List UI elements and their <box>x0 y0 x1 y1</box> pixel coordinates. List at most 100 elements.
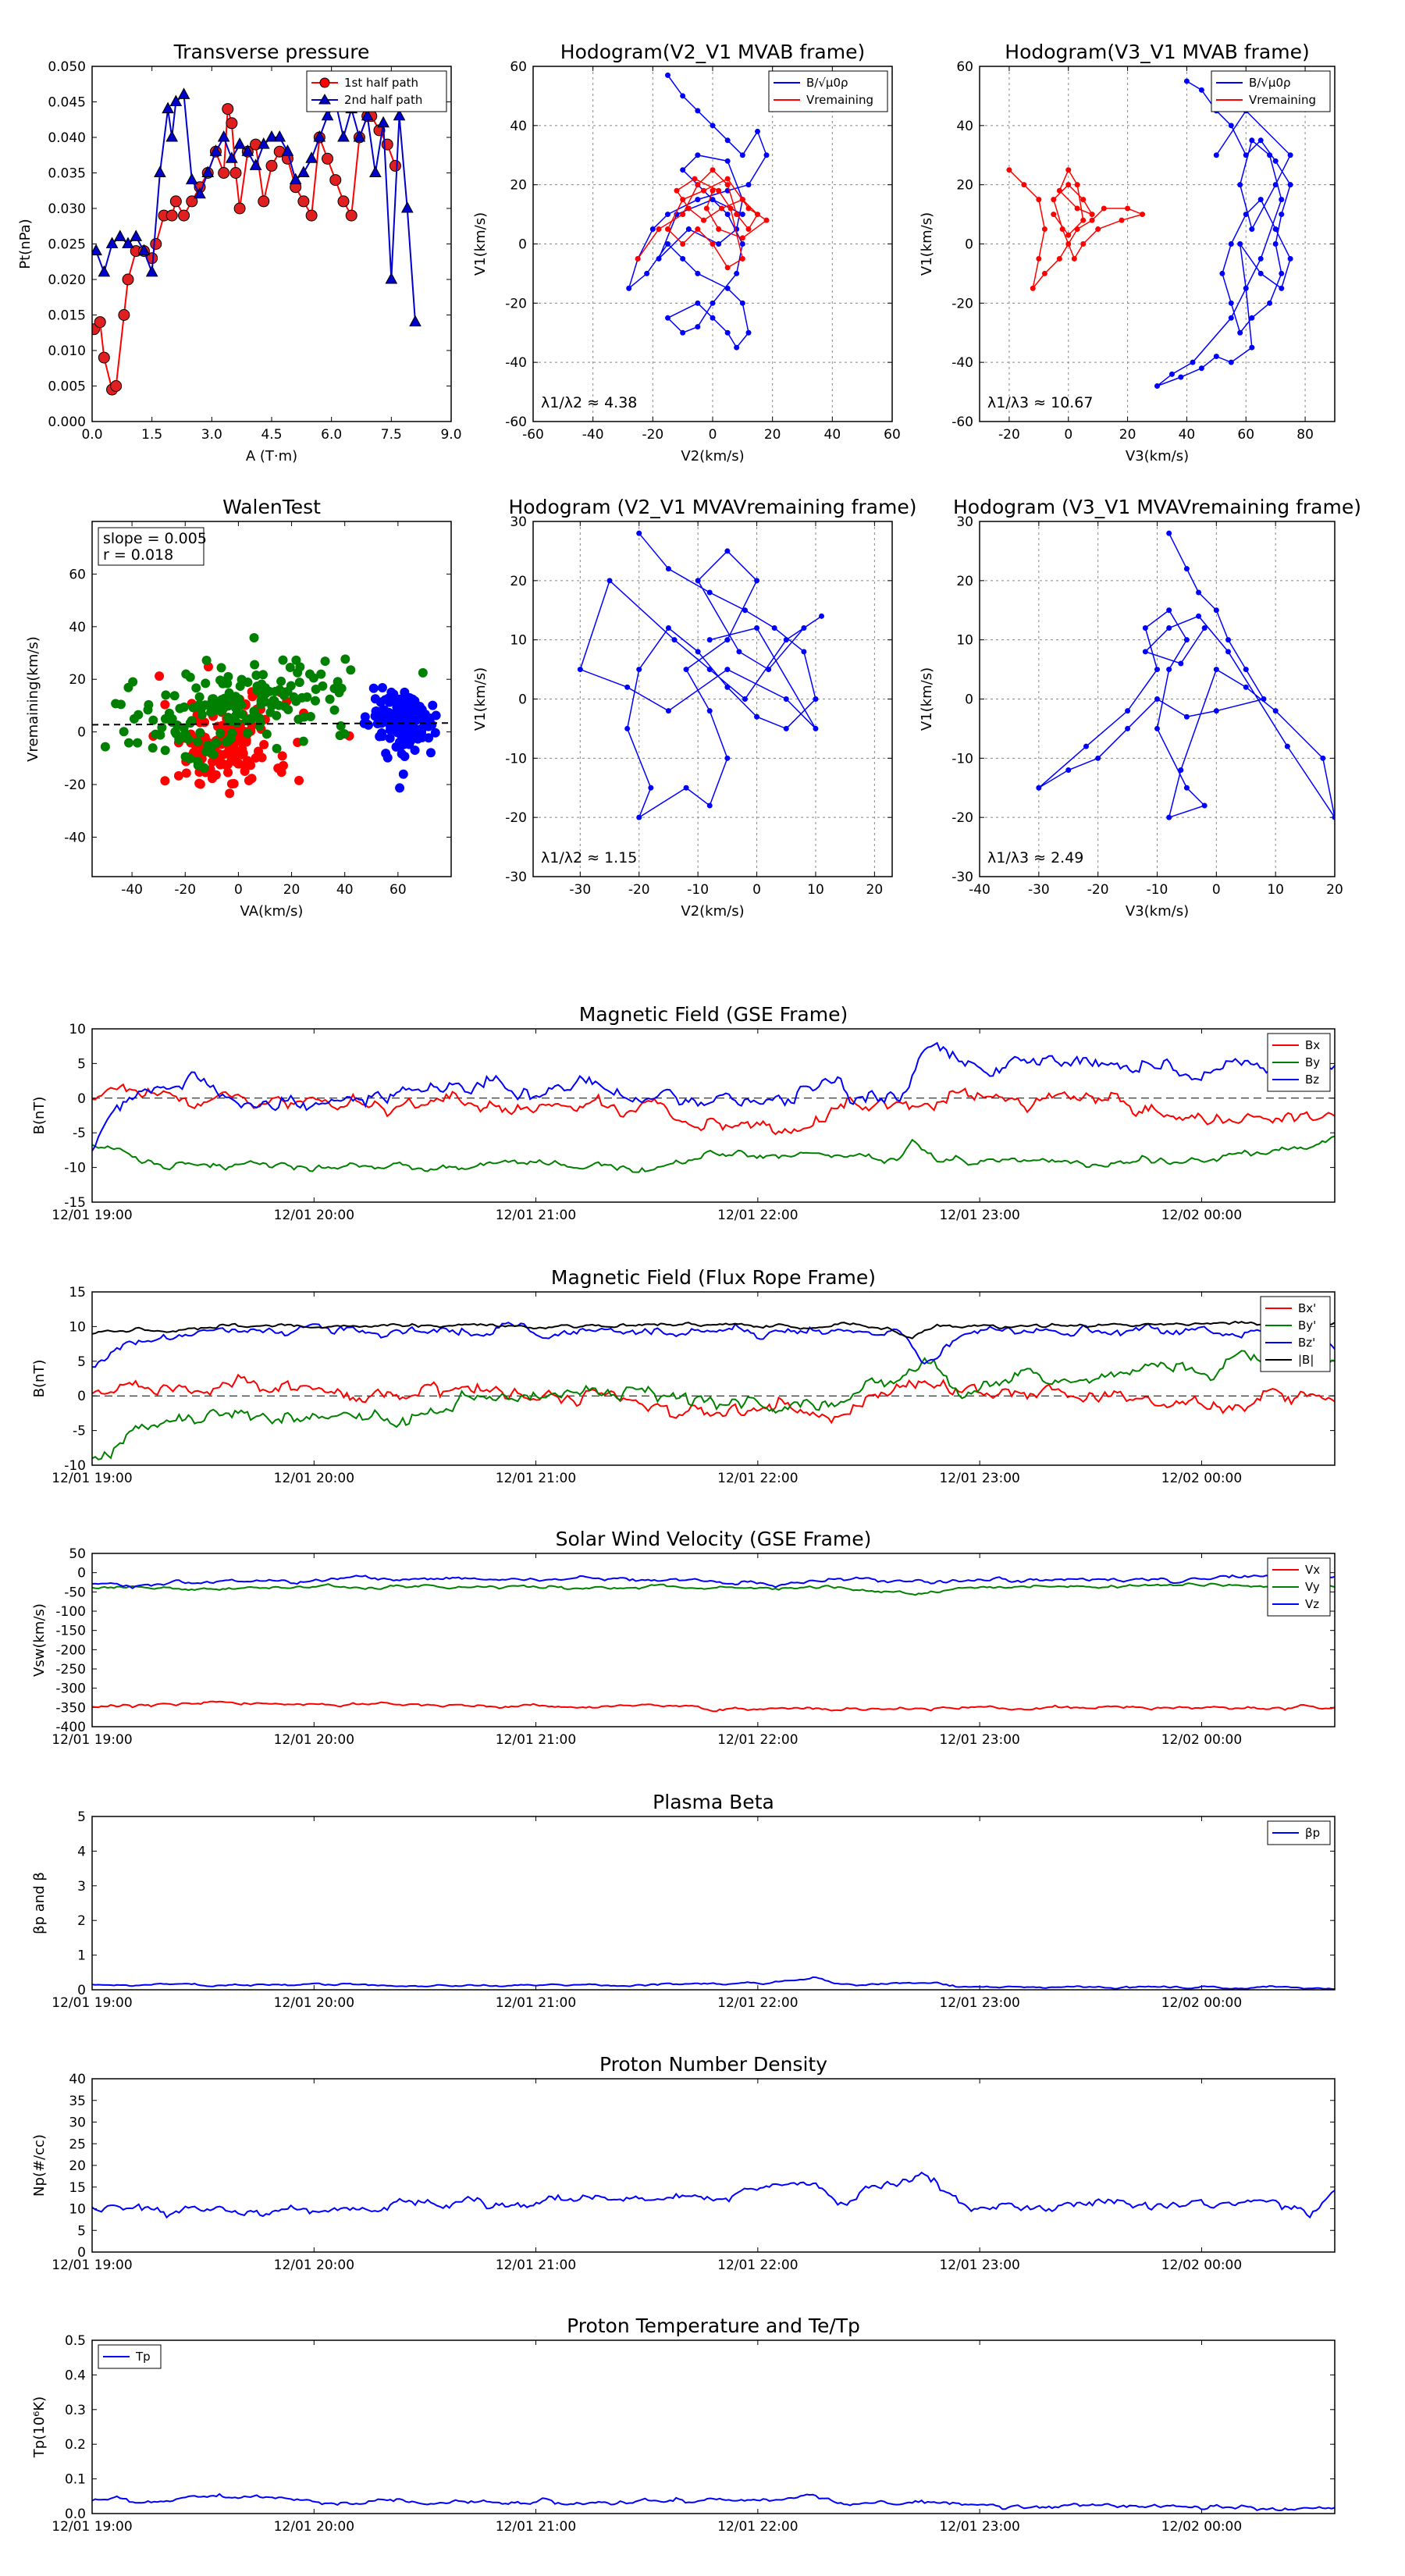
data-point <box>377 116 389 128</box>
chart-walen: WalenTest -40 -20 0 20 40 60 -40 -20 0 20 40 60 VA(km… <box>25 496 452 920</box>
data-point <box>1257 255 1264 262</box>
y-tick-label: 15 <box>69 2180 86 2196</box>
data-point <box>295 662 305 672</box>
data-point <box>1287 182 1293 188</box>
x-tick-label: 12/01 22:00 <box>717 1208 798 1223</box>
data-point <box>813 725 819 731</box>
x-tick-label: 60 <box>884 427 901 443</box>
y-tick-label: 20 <box>510 574 527 589</box>
legend-marker <box>318 94 331 105</box>
data-point <box>388 709 398 719</box>
x-tick-label: 12/01 19:00 <box>52 1995 132 2011</box>
data-point <box>766 667 772 673</box>
x-tick-label: -10 <box>1147 882 1168 898</box>
y-tick-label: 2 <box>77 1913 86 1929</box>
x-tick-label: 12/01 20:00 <box>274 2258 354 2273</box>
data-point <box>1243 684 1249 690</box>
data-point <box>763 217 770 223</box>
data-point <box>174 735 184 745</box>
y-tick-label: -20 <box>505 296 527 311</box>
data-point <box>703 205 710 212</box>
y-tick-label: 0 <box>77 1389 86 1404</box>
legend-label: Vx <box>1305 1563 1320 1577</box>
data-point <box>277 751 287 761</box>
data-point <box>695 578 701 584</box>
y-tick-label: 5 <box>77 1056 86 1072</box>
data-point <box>1154 696 1160 702</box>
data-point <box>1267 152 1273 158</box>
data-point <box>724 137 731 144</box>
x-tick-label: 12/01 23:00 <box>939 1732 1019 1748</box>
x-tick-label: 12/01 23:00 <box>939 1471 1019 1486</box>
data-point <box>385 733 395 743</box>
chart-ts1: Magnetic Field (GSE Frame) -15 -10 -5 0 5 10 12… <box>31 1003 1336 1223</box>
y-tick-label: 0.045 <box>48 95 86 111</box>
data-point <box>813 696 819 702</box>
data-point <box>1095 226 1101 233</box>
data-point <box>716 241 722 247</box>
data-point <box>233 202 246 215</box>
x-tick-label: 12/02 00:00 <box>1161 2519 1242 2535</box>
data-point <box>162 101 174 114</box>
axes-frame <box>979 66 1336 422</box>
data-point <box>626 285 632 291</box>
y-axis-label: Vremaining(km/s) <box>25 636 41 762</box>
x-tick-label: 40 <box>336 882 354 898</box>
data-point <box>223 671 233 681</box>
data-point <box>258 195 270 208</box>
data-point <box>745 226 752 233</box>
y-tick-label: 0.015 <box>48 308 86 324</box>
x-tick-label: -20 <box>1087 882 1109 898</box>
series-line <box>92 1322 1335 1368</box>
y-tick-label: 20 <box>956 178 973 194</box>
data-point <box>361 109 374 121</box>
stats-line: r = 0.018 <box>103 546 173 564</box>
data-point <box>656 226 662 233</box>
data-point <box>577 667 583 673</box>
data-point <box>137 244 151 256</box>
x-tick-label: 12/01 19:00 <box>52 2258 132 2273</box>
data-point <box>1183 713 1190 720</box>
data-point <box>706 708 713 714</box>
data-point <box>801 649 807 655</box>
data-point <box>1140 212 1146 218</box>
data-point <box>1249 226 1255 233</box>
data-point <box>359 718 369 728</box>
data-point <box>249 706 259 717</box>
x-tick-label: -30 <box>1028 882 1050 898</box>
series-line <box>92 1976 1335 1990</box>
data-point <box>1183 637 1190 643</box>
data-point <box>1196 613 1202 619</box>
data-point <box>195 779 205 789</box>
data-point <box>241 144 254 156</box>
data-point <box>227 728 237 738</box>
data-point <box>783 637 789 643</box>
x-tick-label: 60 <box>389 882 407 898</box>
data-point <box>683 667 689 673</box>
x-tick-label: 20 <box>866 882 884 898</box>
legend-label: βp <box>1305 1826 1320 1840</box>
data-point <box>636 530 642 536</box>
x-tick-label: 12/01 19:00 <box>52 1732 132 1748</box>
chart-title: Solar Wind Velocity (GSE Frame) <box>556 1528 872 1550</box>
data-point <box>1083 743 1089 749</box>
data-point <box>1201 802 1208 809</box>
data-point <box>755 212 760 218</box>
data-point <box>345 209 357 222</box>
axes-frame <box>91 1291 1336 1466</box>
data-point <box>1154 725 1160 731</box>
x-tick-label: 12/01 20:00 <box>274 1471 354 1486</box>
x-tick-label: 12/01 22:00 <box>717 1995 798 2011</box>
x-tick-label: 80 <box>1297 427 1314 443</box>
plot-area <box>577 530 825 820</box>
series-line <box>92 1574 1335 1589</box>
data-point <box>385 272 398 284</box>
y-tick-label: 0 <box>518 692 527 708</box>
data-point <box>243 728 253 738</box>
x-tick-label: 12/02 00:00 <box>1161 1208 1242 1223</box>
data-point <box>276 676 286 686</box>
x-axis-label: A (T·m) <box>246 448 297 464</box>
x-tick-label: 10 <box>1267 882 1284 898</box>
y-tick-label: -60 <box>951 415 973 430</box>
x-axis-label: V3(km/s) <box>1126 448 1189 464</box>
